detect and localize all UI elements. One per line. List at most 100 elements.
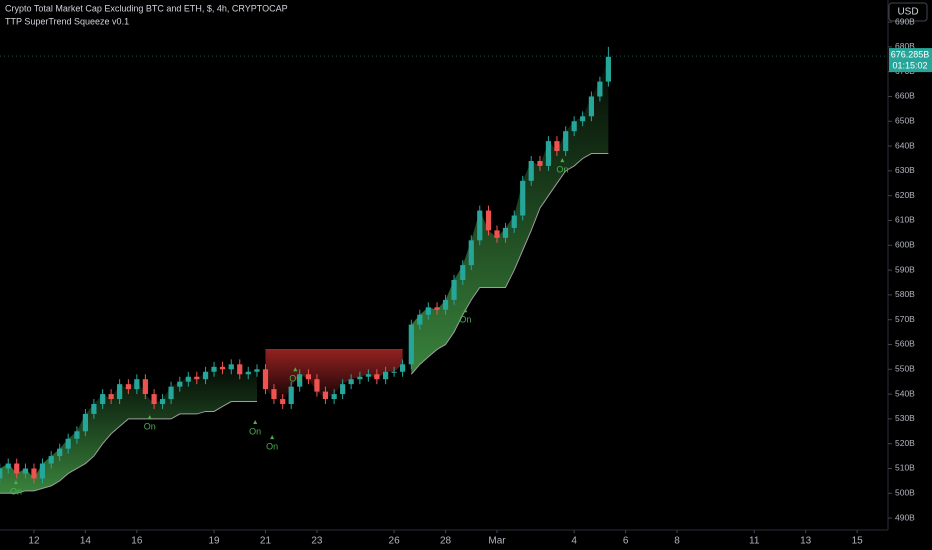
x-tick-label: 28 [440,536,452,547]
candle-body [417,314,423,325]
y-tick-label: 580B [895,289,915,299]
x-tick-label: 19 [208,536,220,547]
x-tick-label: 8 [674,536,680,547]
x-tick-label: 16 [131,536,143,547]
candle-body [442,299,449,310]
y-tick-label: 590B [895,264,915,274]
y-tick-label: 560B [895,339,915,349]
candle-body [340,384,346,395]
candle-body [65,438,71,449]
y-tick-label: 530B [895,413,915,423]
candle-body [357,376,363,380]
signal-marker [270,435,275,440]
candle-body [177,381,183,387]
signal-label: On [459,315,471,325]
x-tick-label: 15 [852,536,864,547]
y-tick-label: 570B [895,314,915,324]
candle-body [460,265,466,281]
candle-body [520,180,526,216]
candle-body [91,404,97,414]
x-tick-label: 13 [800,536,812,547]
candle-body [305,374,312,380]
candle-body [580,116,586,122]
y-tick-label: 490B [895,512,915,522]
signal-label: On [10,486,22,496]
x-tick-label: 4 [571,536,577,547]
candle-body [588,96,594,117]
x-tick-label: 12 [28,536,40,547]
trend-fill [411,56,609,375]
candle-body [563,131,569,152]
candle-body [39,463,46,479]
candle-body [383,371,389,380]
y-tick-label: 610B [895,215,915,225]
candle-body [219,366,226,370]
candle-body [528,160,534,181]
candle-body [477,210,483,241]
candle-body [108,394,114,400]
y-tick-label: 630B [895,165,915,175]
candle-body [125,384,131,390]
candle-body [280,399,286,405]
candle-body [502,227,509,238]
candle-body [571,121,577,132]
signal-label: On [266,442,278,452]
x-tick-label: 6 [623,536,629,547]
signal-label: On [144,421,156,431]
candle-body [142,379,148,395]
candle-body [5,463,11,469]
candle-body [374,374,380,380]
candle-body [262,369,269,390]
y-tick-label: 550B [895,364,915,374]
y-tick-label: 540B [895,388,915,398]
candle-body [425,307,431,315]
candle-body [271,389,277,400]
last-price-box [889,48,932,73]
y-tick-label: 660B [895,91,915,101]
candle-body [605,56,611,82]
y-tick-label: 650B [895,116,915,126]
candle-body [0,468,3,479]
candle-body [322,391,329,400]
y-tick-label: 520B [895,438,915,448]
candle-body [74,431,80,439]
candle-body [537,160,543,166]
candle-body [245,371,251,375]
plot-area: On On On On On On On [0,46,611,496]
currency-button[interactable] [888,2,928,22]
candle-body [348,379,354,385]
signal-marker [253,420,258,425]
candle-body [117,384,123,400]
supertrend-line [0,153,609,494]
candle-body [597,81,603,97]
candle-body [202,371,209,380]
candle-body [451,280,457,300]
candle-body [288,386,294,405]
trend-fill [265,349,403,405]
candle-body [511,215,517,228]
signal-marker [560,158,565,163]
candle-body [254,369,260,372]
signal-marker [463,308,468,313]
candle-body [391,371,397,373]
signal-marker [293,367,298,372]
x-tick-label: 21 [260,536,272,547]
indicator-title: TTP SuperTrend Squeeze v0.1 [5,16,129,26]
x-tick-label: 26 [389,536,401,547]
candle-body [434,307,440,310]
y-tick-label: 600B [895,240,915,250]
x-tick-label: 23 [311,536,323,547]
candle-body [48,456,54,464]
candle-body [168,386,174,400]
candle-body [185,376,191,382]
last-price-label: 676.285B [891,49,930,59]
y-tick-label: 690B [895,16,915,26]
candle-body [485,210,492,231]
signal-label: On [289,374,301,384]
chart-title: Crypto Total Market Cap Excluding BTC an… [5,3,288,13]
currency-label[interactable]: USD [897,7,918,18]
x-tick-label: 11 [749,536,760,547]
candle-body [31,468,37,479]
candle-body [57,448,63,457]
signal-marker [13,480,18,485]
